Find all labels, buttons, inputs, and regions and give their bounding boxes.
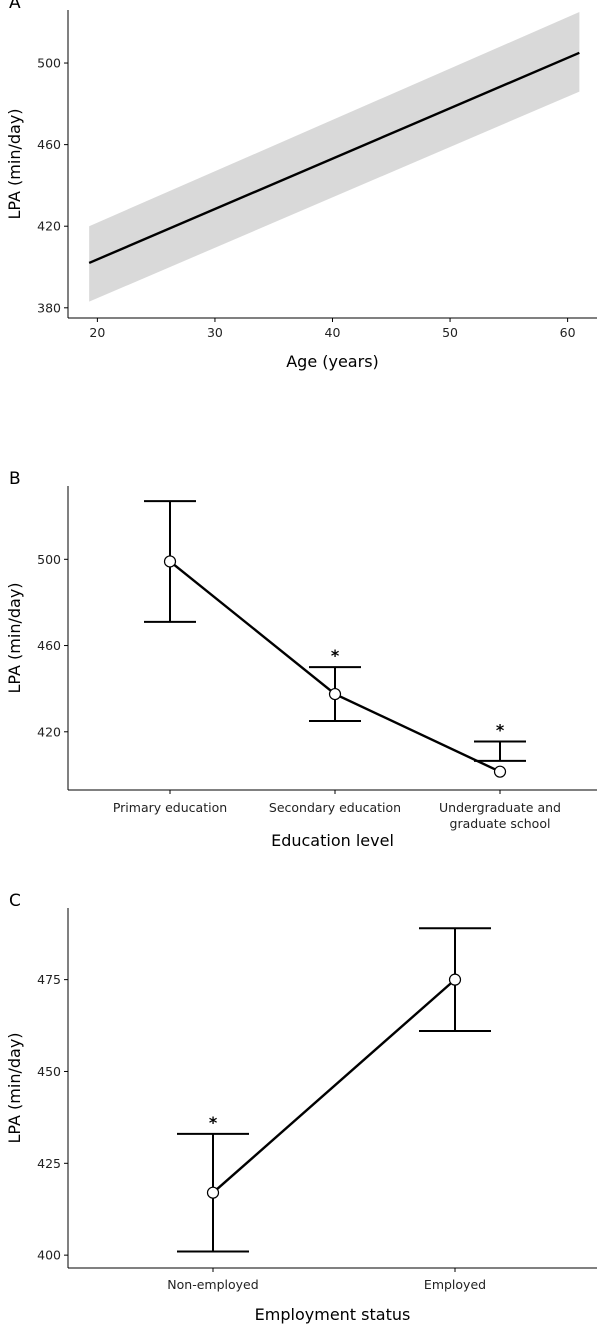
x-category-label: Undergraduate and bbox=[439, 800, 561, 815]
mean-point bbox=[328, 687, 342, 701]
x-tick-label: 50 bbox=[442, 325, 458, 340]
y-tick-label: 460 bbox=[37, 137, 61, 152]
y-tick-label: 420 bbox=[37, 219, 61, 234]
x-tick-label: 60 bbox=[560, 325, 576, 340]
x-category-label: Secondary education bbox=[269, 800, 401, 815]
y-tick-label: 425 bbox=[37, 1156, 61, 1171]
panel-a-age-chart: A 380 420 460 500 LPA (min/day) 20 30 40 50 60 Age … bbox=[5, 0, 597, 371]
panel-c-employment-chart: * C 400 425 450 475 LPA (min/day) Non-employed E… bbox=[5, 891, 597, 1324]
y-axis-title: LPA (min/day) bbox=[5, 108, 24, 219]
y-tick-label: 475 bbox=[37, 972, 61, 987]
significance-marker: * bbox=[209, 1113, 218, 1132]
panel-letter: A bbox=[9, 0, 21, 13]
x-tick-label: 20 bbox=[89, 325, 105, 340]
x-category-label: graduate school bbox=[450, 816, 551, 831]
significance-marker: * bbox=[331, 646, 340, 665]
mean-point bbox=[206, 1186, 220, 1199]
mean-point bbox=[493, 765, 507, 778]
x-category-label: Employed bbox=[424, 1277, 486, 1292]
y-tick-label: 500 bbox=[37, 552, 61, 567]
y-tick-label: 400 bbox=[37, 1248, 61, 1263]
y-tick-label: 500 bbox=[37, 56, 61, 71]
x-tick-label: 40 bbox=[325, 325, 341, 340]
x-axis-title: Education level bbox=[271, 831, 394, 850]
mean-point bbox=[163, 555, 177, 568]
panel-letter: C bbox=[9, 891, 21, 911]
regression-line bbox=[88, 51, 580, 265]
mean-point bbox=[448, 973, 462, 986]
x-category-label: Non-employed bbox=[167, 1277, 258, 1292]
mean-line bbox=[212, 978, 456, 1194]
x-tick-label: 30 bbox=[207, 325, 223, 340]
y-tick-label: 420 bbox=[37, 724, 61, 739]
y-tick-label: 380 bbox=[37, 300, 61, 315]
panel-b-education-chart: * * B 420 460 500 LPA (min/day) Primary educati… bbox=[5, 469, 597, 850]
y-tick-label: 450 bbox=[37, 1064, 61, 1079]
x-axis-title: Employment status bbox=[255, 1305, 411, 1324]
x-category-label: Primary education bbox=[113, 800, 227, 815]
x-axis-title: Age (years) bbox=[286, 352, 379, 371]
significance-marker: * bbox=[496, 720, 505, 739]
panel-letter: B bbox=[9, 469, 21, 489]
y-axis-title: LPA (min/day) bbox=[5, 1032, 24, 1143]
y-axis-title: LPA (min/day) bbox=[5, 582, 24, 693]
y-tick-label: 460 bbox=[37, 638, 61, 653]
